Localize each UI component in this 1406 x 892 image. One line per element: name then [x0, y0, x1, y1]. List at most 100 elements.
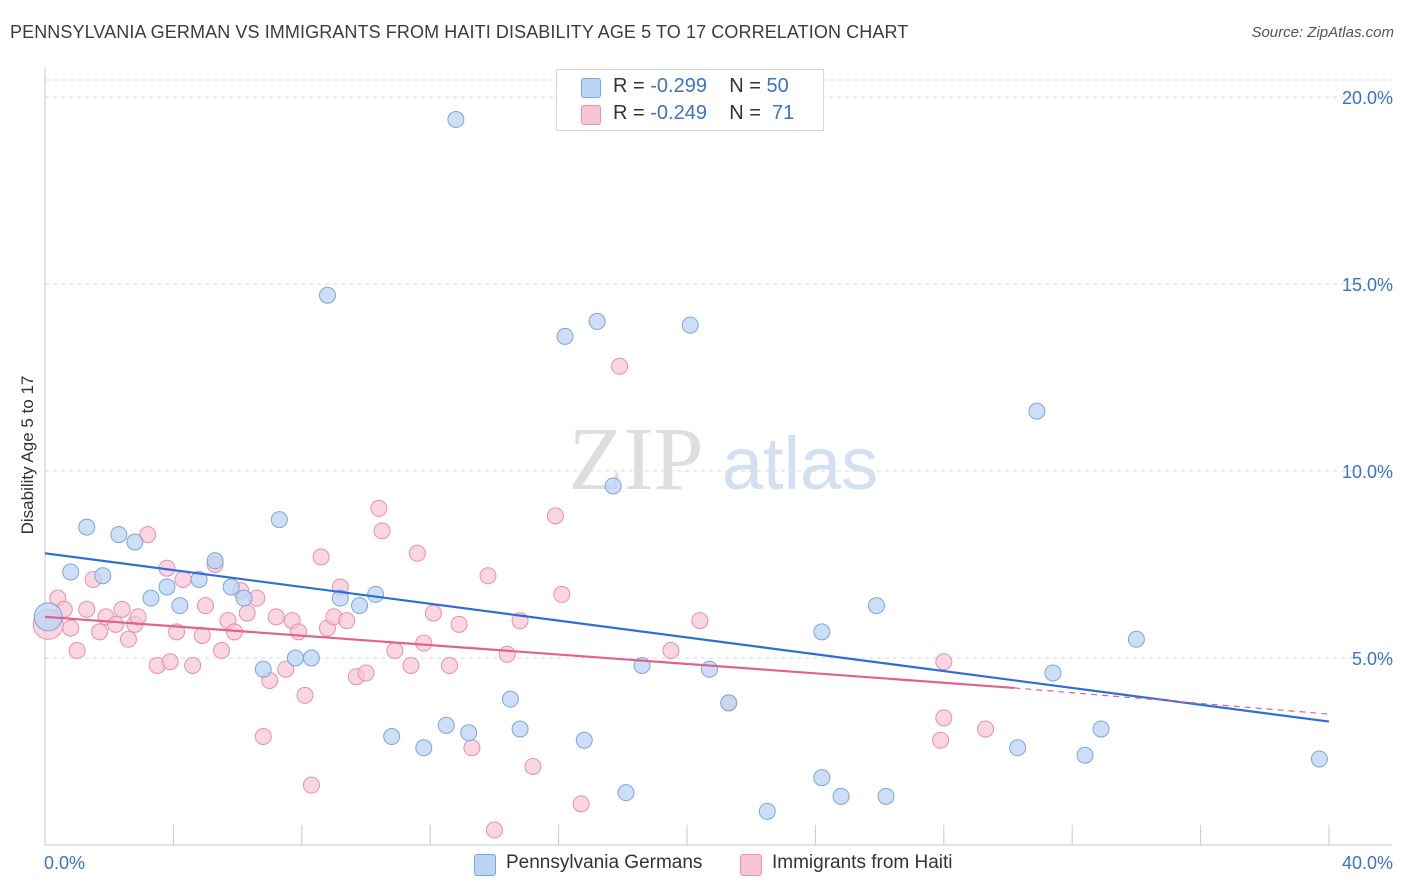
- pennsylvania-german-point: [681, 316, 699, 334]
- n-label: N =: [729, 102, 761, 124]
- n-value: 50: [766, 75, 789, 97]
- haiti-point: [357, 664, 375, 682]
- pennsylvania-german-point: [1044, 664, 1062, 682]
- pennsylvania-german-point: [1092, 720, 1110, 738]
- haiti-point: [415, 634, 433, 652]
- haiti-point: [238, 604, 256, 622]
- haiti-point: [78, 600, 96, 618]
- watermark-atlas: atlas: [722, 422, 878, 505]
- haiti-point: [479, 567, 497, 585]
- pennsylvania-german-point: [171, 597, 189, 615]
- pennsylvania-german-point: [437, 716, 455, 734]
- haiti-point: [338, 612, 356, 630]
- haiti-point: [119, 630, 137, 648]
- pennsylvania-german-point: [206, 552, 224, 570]
- pennsylvania-german-point: [556, 327, 574, 345]
- haiti-point: [935, 709, 953, 727]
- haiti-point: [267, 608, 285, 626]
- pennsylvania-german-point: [367, 585, 385, 603]
- haiti-point: [463, 739, 481, 757]
- haiti-point: [977, 720, 995, 738]
- haiti-point: [129, 608, 147, 626]
- haiti-point: [302, 776, 320, 794]
- haiti-point: [424, 604, 442, 622]
- pennsylvania-german-point: [813, 623, 831, 641]
- haiti-point: [290, 623, 308, 641]
- haiti-point: [312, 548, 330, 566]
- y-tick-label: 20.0%: [1342, 88, 1393, 108]
- pennsylvania-german-point: [758, 802, 776, 820]
- haiti-point: [450, 615, 468, 633]
- pennsylvania-german-point: [254, 660, 272, 678]
- r-label: R =: [613, 102, 645, 124]
- r-label: R =: [613, 75, 645, 97]
- haiti-point: [932, 731, 950, 749]
- pennsylvania-german-point: [1076, 746, 1094, 764]
- pennsylvania-german-point: [1009, 739, 1027, 757]
- haiti-point: [553, 585, 571, 603]
- correlation-legend: R = -0.299 N = 50 R = -0.249 N = 71: [556, 69, 824, 131]
- haiti-point: [572, 795, 590, 813]
- pennsylvania-german-point: [62, 563, 80, 581]
- pennsylvania-german-point: [617, 784, 635, 802]
- pennsylvania-german-point: [94, 567, 112, 585]
- pennsylvania-german-point: [867, 597, 885, 615]
- pennsylvania-german-point: [351, 597, 369, 615]
- pennsylvania-german-point: [511, 720, 529, 738]
- pennsylvania-german-point: [720, 694, 738, 712]
- pennsylvania-german-point: [604, 477, 622, 495]
- pennsylvania-german-point: [286, 649, 304, 667]
- pennsylvania-german-point: [331, 589, 349, 607]
- pennsylvania-german-point: [1127, 630, 1145, 648]
- pennsylvania-german-point: [415, 739, 433, 757]
- pennsylvania-german-point: [501, 690, 519, 708]
- haiti-point: [174, 570, 192, 588]
- haiti-point: [113, 600, 131, 618]
- haiti-point: [373, 522, 391, 540]
- pennsylvania-german-point: [1310, 750, 1328, 768]
- blue-swatch: [581, 78, 601, 98]
- y-tick-label: 5.0%: [1352, 649, 1393, 669]
- haiti-point: [408, 544, 426, 562]
- haiti-point: [161, 653, 179, 671]
- haiti-point: [524, 757, 542, 775]
- blue-swatch: [474, 854, 496, 876]
- pennsylvania-german-point: [126, 533, 144, 551]
- pennsylvania-german-point: [270, 511, 288, 529]
- pennsylvania-german-point: [383, 728, 401, 746]
- pennsylvania-german-point: [1028, 402, 1046, 420]
- haiti-point: [91, 623, 109, 641]
- pennsylvania-german-point: [318, 286, 336, 304]
- haiti-point: [213, 642, 231, 660]
- haiti-trend-line-extension: [1014, 687, 1330, 715]
- pennsylvania-german-point: [110, 526, 128, 544]
- r-value: -0.299: [650, 75, 707, 97]
- chart-title: PENNSYLVANIA GERMAN VS IMMIGRANTS FROM H…: [10, 22, 909, 42]
- r-value: -0.249: [650, 102, 707, 124]
- pennsylvania-german-point: [460, 724, 478, 742]
- x-tick-label: 40.0%: [1342, 853, 1393, 873]
- pennsylvania-german-point: [222, 578, 240, 596]
- pennsylvania-german-point: [78, 518, 96, 536]
- pennsylvania-german-point: [142, 589, 160, 607]
- haiti-point: [935, 653, 953, 671]
- pennsylvania-german-point: [235, 589, 253, 607]
- y-tick-label: 15.0%: [1342, 275, 1393, 295]
- n-value: 71: [766, 102, 795, 124]
- haiti-point: [139, 526, 157, 544]
- haiti-point: [611, 357, 629, 375]
- pennsylvania-germans-trend-line: [44, 552, 1330, 723]
- haiti-point: [197, 597, 214, 615]
- haiti-point: [662, 642, 680, 660]
- pennsylvania-german-point: [832, 787, 850, 805]
- pennsylvania-german-point: [588, 312, 606, 330]
- haiti-point: [691, 612, 709, 630]
- y-tick-label: 10.0%: [1342, 462, 1393, 482]
- pennsylvania-german-point: [190, 570, 208, 588]
- haiti-point: [68, 642, 86, 660]
- haiti-trend-line: [44, 615, 1015, 690]
- haiti-point: [546, 507, 564, 525]
- legend-label: Immigrants from Haiti: [772, 852, 953, 873]
- haiti-point: [296, 686, 314, 704]
